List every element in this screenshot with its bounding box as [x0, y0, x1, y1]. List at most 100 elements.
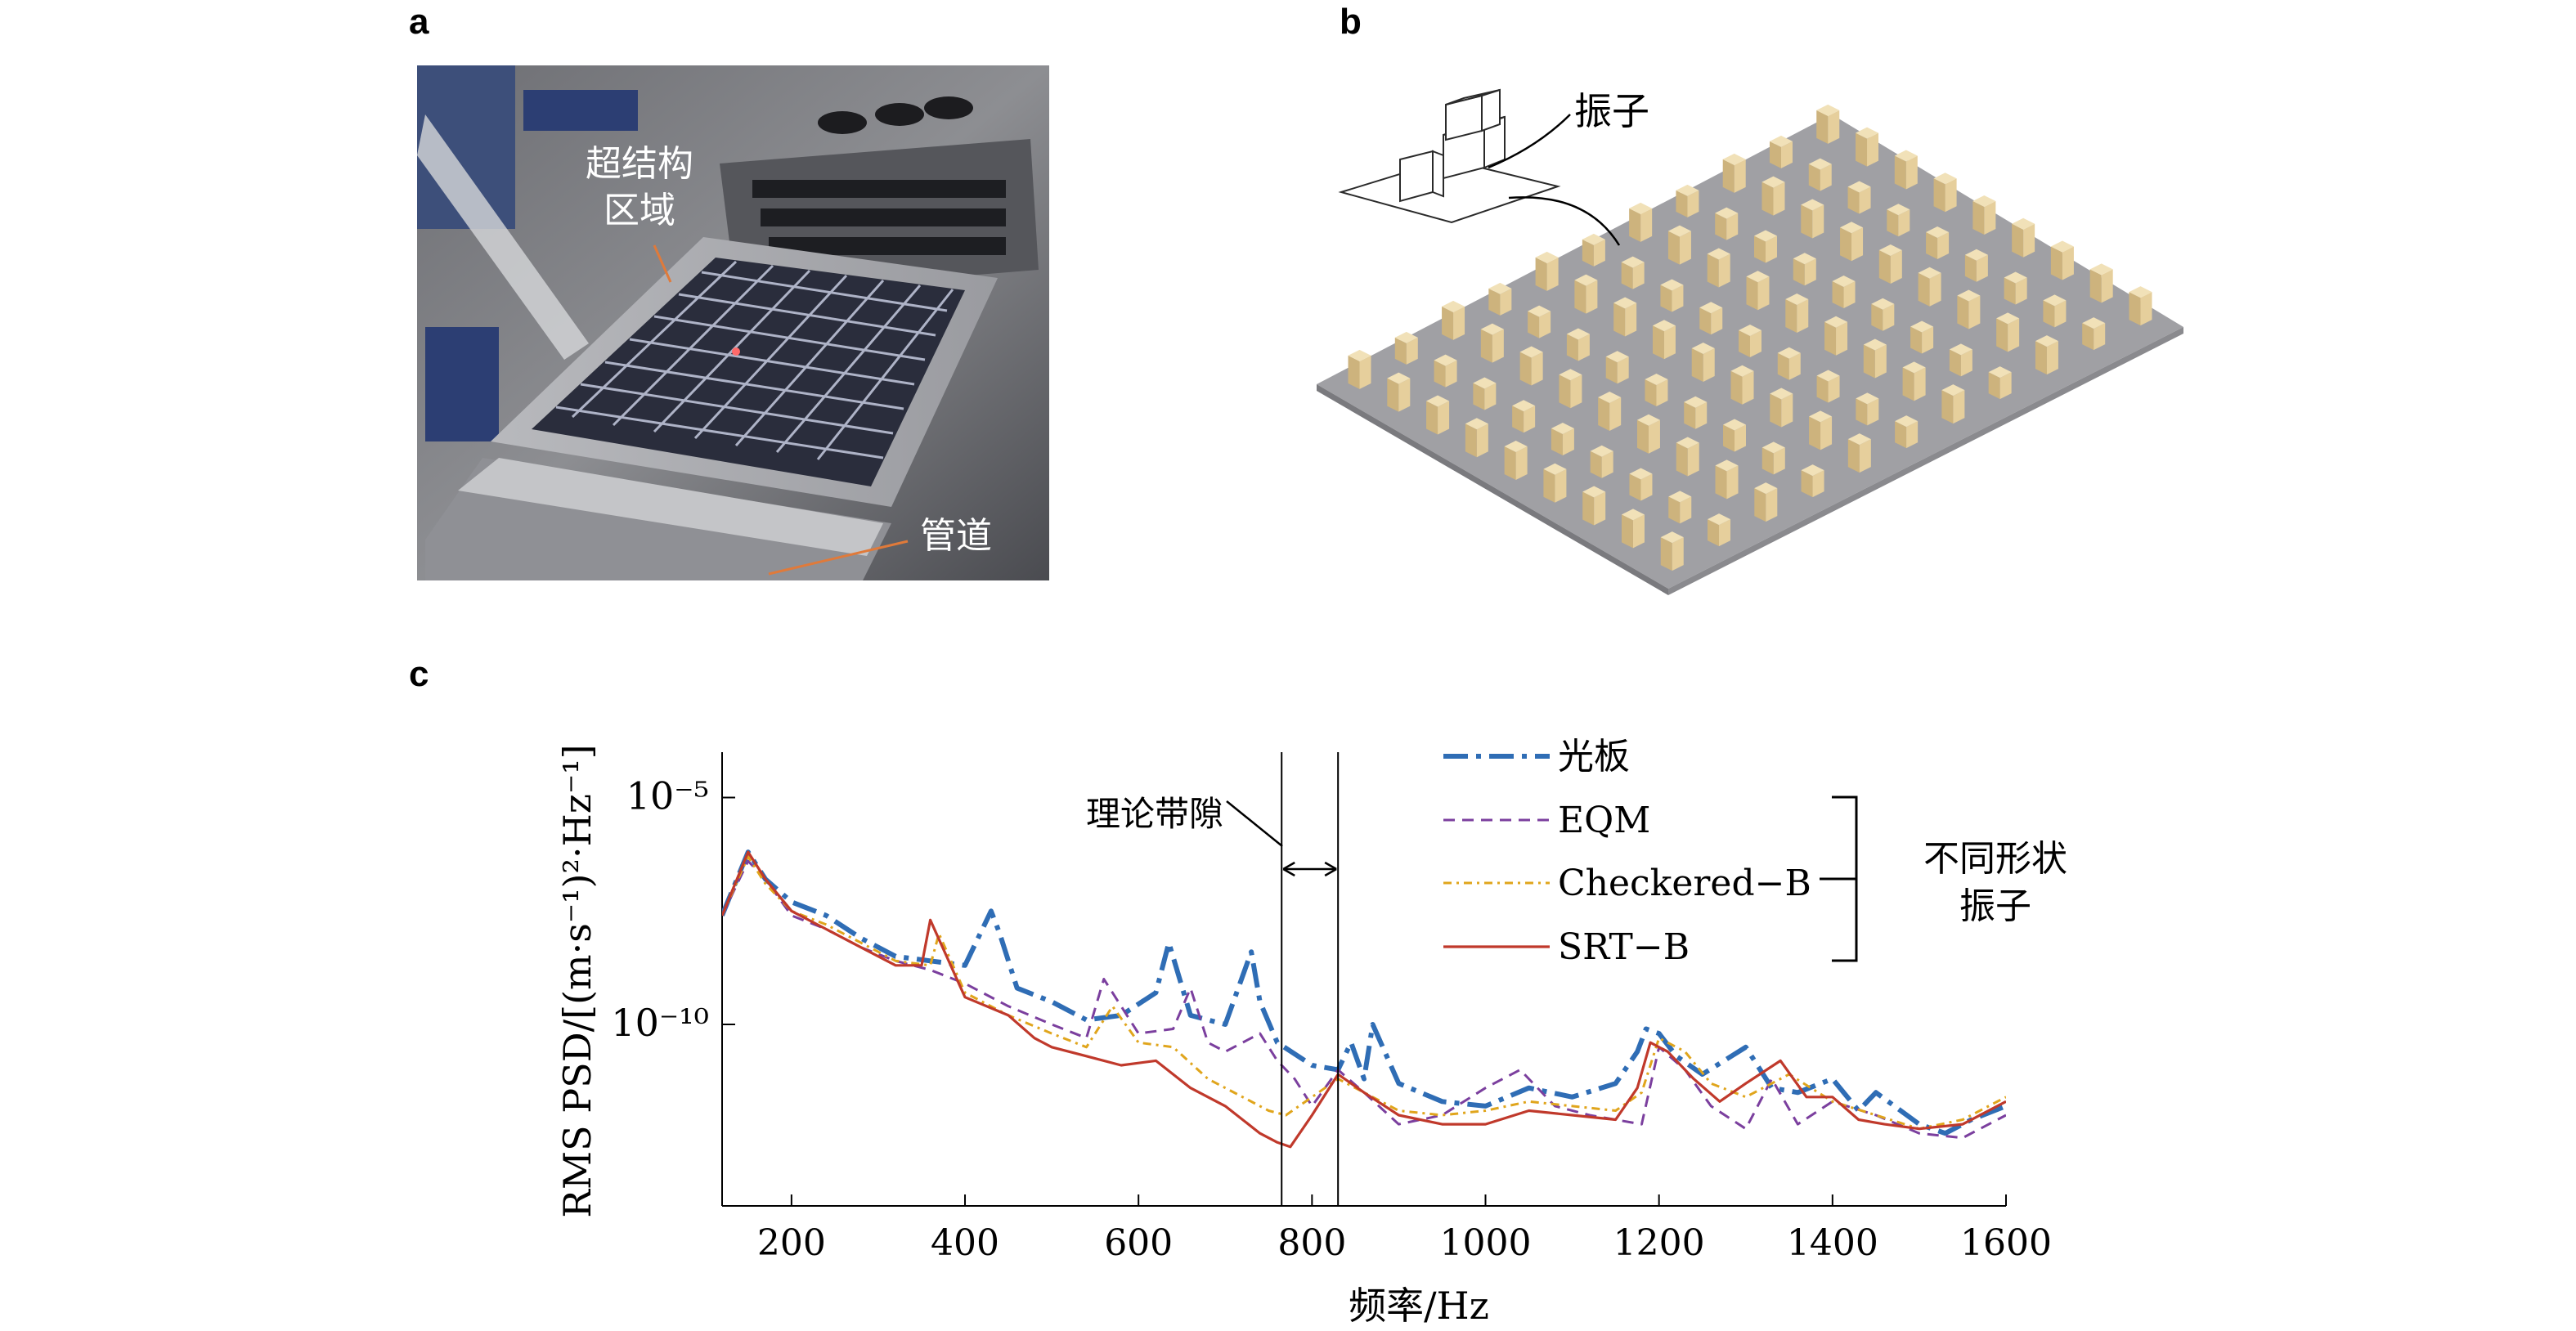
oscillator-block: [1785, 294, 1809, 333]
oscillator-block: [1613, 297, 1637, 337]
x-tick-label: 1600: [1960, 1222, 2052, 1264]
oscillator-block: [1996, 312, 2020, 352]
photo-annotations: 超结构 区域 管道: [586, 143, 992, 576]
oscillator-block: [1480, 323, 1504, 363]
oscillator-block: [1816, 104, 1840, 144]
oscillator-block: [1660, 531, 1684, 571]
y-tick-label: 10⁻⁵: [626, 774, 709, 818]
oscillator-block: [1566, 328, 1590, 361]
y-ticks: 10⁻⁵ 10⁻¹⁰: [611, 774, 735, 1045]
oscillator-annotation: 振子: [1574, 89, 1649, 133]
x-axis-label: 频率/Hz: [1349, 1284, 1489, 1328]
x-ticks: 200 400 600 800 1000 1200 1400 1600: [757, 1194, 2052, 1264]
oscillator-block: [2129, 286, 2152, 326]
oscillator-block: [1847, 181, 1871, 214]
oscillator-block: [1535, 251, 1559, 291]
legend-entry: Checkered−B: [1558, 863, 1811, 904]
oscillator-block: [1801, 464, 1824, 498]
oscillator-block: [1754, 482, 1778, 522]
oscillator-block: [1629, 468, 1653, 501]
oscillator-block: [1426, 395, 1450, 435]
oscillator-block: [1746, 271, 1770, 311]
oscillator-block: [1856, 127, 1879, 167]
legend-entry: EQM: [1558, 800, 1650, 841]
y-axis-label: RMS PSD/[(m·s⁻¹)²·Hz⁻¹]: [555, 744, 599, 1217]
oscillator-block: [1551, 423, 1574, 455]
oscillator-block: [1793, 253, 1816, 286]
oscillator-block: [1442, 300, 1465, 340]
oscillator-block: [1809, 410, 1833, 450]
series-group: [722, 849, 2006, 1149]
oscillator-block: [1988, 366, 2012, 400]
series-line-SRT−B: [722, 850, 2006, 1149]
x-tick-label: 800: [1277, 1222, 1346, 1264]
x-tick-label: 1000: [1440, 1222, 1532, 1264]
oscillator-block: [1645, 374, 1668, 406]
oscillator-block: [1512, 400, 1536, 433]
oscillator-block: [1676, 184, 1699, 217]
pipe-annotation: 管道: [920, 515, 992, 557]
oscillator-block: [1769, 135, 1793, 168]
oscillator-block: [1621, 509, 1645, 549]
oscillator-block: [1519, 346, 1543, 386]
series-line-Checkered−B: [722, 855, 2006, 1131]
oscillator-array: [1348, 104, 2152, 571]
oscillator-block: [1871, 298, 1895, 331]
x-tick-label: 1200: [1613, 1222, 1705, 1264]
region-annotation-line1: 超结构: [586, 143, 693, 185]
x-tick-label: 600: [1104, 1222, 1173, 1264]
oscillator-block: [1964, 249, 1988, 282]
legend: 光板 EQM Checkered−B SRT−B: [1443, 736, 1811, 968]
oscillator-block: [2043, 294, 2067, 328]
oscillator-block: [1761, 441, 1785, 475]
oscillator-block: [1847, 433, 1871, 473]
oscillator-block: [1933, 173, 1957, 213]
oscillator-block: [1707, 248, 1730, 288]
oscillator-block: [2012, 217, 2035, 258]
oscillator-block: [1598, 392, 1622, 431]
oscillator-block: [1574, 274, 1598, 314]
oscillator-block: [2004, 271, 2027, 305]
oscillator-block: [1863, 338, 1887, 379]
oscillator-block: [1840, 222, 1864, 262]
oscillator-block: [1434, 354, 1457, 388]
oscillator-block: [1808, 158, 1832, 191]
legend-entry: 光板: [1558, 736, 1630, 778]
oscillator-block: [2050, 240, 2074, 280]
oscillator-pointer-line: [1488, 114, 1571, 169]
oscillator-block: [1895, 415, 1919, 449]
oscillator-block: [1801, 199, 1824, 239]
oscillator-block: [1723, 419, 1747, 452]
oscillator-block: [1473, 377, 1497, 410]
inset-connector-line: [1508, 196, 1621, 246]
panel-a-label: a: [409, 2, 429, 42]
oscillator-inset: [1338, 88, 1561, 224]
bracket-label-line1: 不同形状: [1923, 838, 2067, 880]
oscillator-block: [1582, 486, 1606, 526]
oscillator-block: [2089, 263, 2113, 303]
oscillator-block: [1753, 230, 1777, 263]
x-tick-label: 200: [757, 1222, 826, 1264]
oscillator-block: [1770, 388, 1793, 428]
oscillator-block: [1504, 441, 1528, 480]
oscillator-block: [1660, 279, 1684, 312]
pipe-pointer-line: [768, 540, 909, 576]
oscillator-block: [1387, 372, 1411, 412]
oscillator-block: [1582, 233, 1605, 267]
oscillator-block: [1668, 491, 1692, 524]
oscillator-block: [1926, 226, 1950, 259]
bandgap-pointer-line: [1226, 800, 1283, 847]
oscillator-block: [2082, 317, 2106, 351]
oscillator-block: [2035, 335, 2058, 375]
oscillator-block: [1856, 392, 1879, 426]
panel-c-label: c: [409, 654, 429, 694]
oscillator-block: [1708, 513, 1731, 547]
oscillator-block: [1761, 176, 1785, 216]
oscillator-block: [1667, 225, 1691, 265]
oscillator-block: [1957, 289, 1981, 329]
oscillator-block: [1528, 305, 1551, 338]
y-tick-label: 10⁻¹⁰: [611, 1001, 709, 1045]
oscillator-block: [1949, 343, 1972, 377]
bandgap-label: 理论带隙: [1086, 794, 1223, 834]
